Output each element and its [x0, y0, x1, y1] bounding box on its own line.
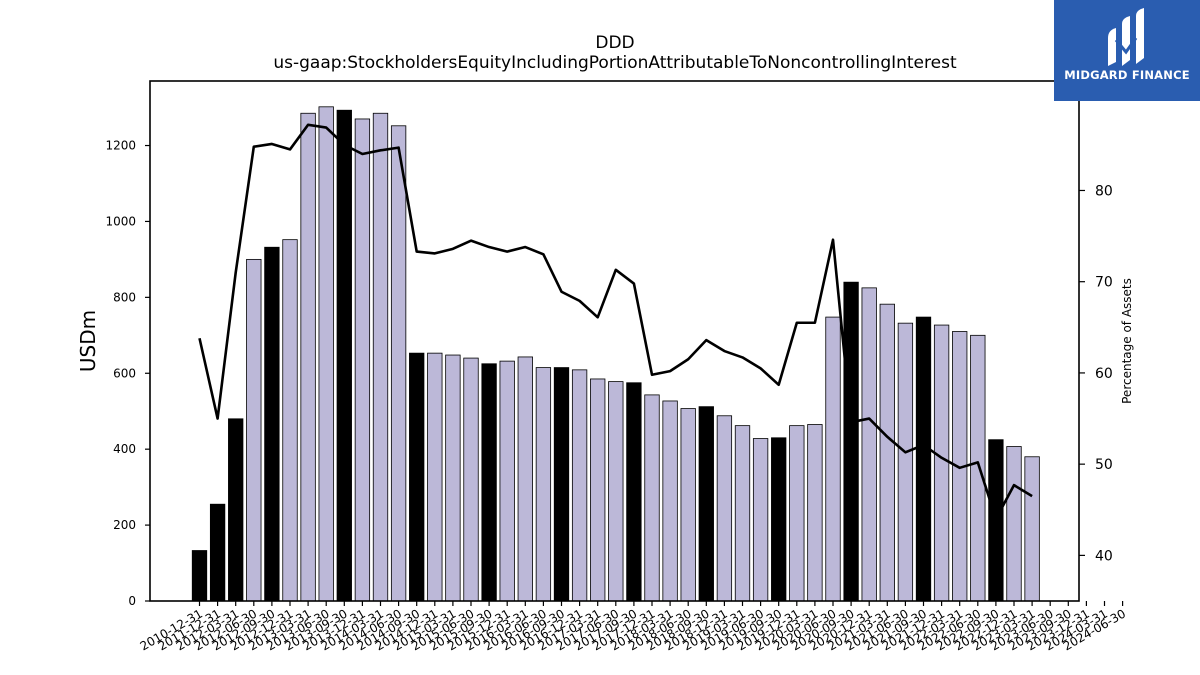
bar-2018-06-30	[680, 408, 696, 602]
bar-2016-12-31	[571, 369, 588, 602]
bar-2012-06-30	[246, 258, 262, 602]
bar-2017-06-30	[608, 381, 624, 602]
bar-2020-12-31	[861, 287, 877, 602]
bar-2018-09-30	[698, 406, 714, 602]
bar-2020-06-30	[825, 316, 841, 602]
bar-2016-09-30	[553, 367, 570, 602]
bar-2021-06-30	[897, 322, 914, 602]
bar-2018-03-31	[662, 400, 678, 602]
bar-2011-12-31	[209, 503, 226, 602]
left-axis-title: USDm	[76, 310, 100, 372]
bar-2015-12-31	[499, 360, 515, 602]
bar-2013-06-30	[318, 106, 334, 602]
bar-2016-03-31	[517, 356, 533, 602]
bar-2022-09-30	[988, 439, 1004, 602]
right-tick-label: 40	[1095, 548, 1113, 564]
bar-2023-03-31	[1024, 456, 1040, 602]
bar-2015-09-30	[481, 363, 497, 602]
bar-2021-09-30	[915, 316, 932, 602]
bar-2021-03-31	[879, 303, 895, 602]
bar-2014-09-30	[409, 352, 425, 602]
bar-2013-03-31	[300, 112, 316, 602]
bar-2022-12-31	[1006, 446, 1022, 602]
chart-subtitle: us-gaap:StockholdersEquityIncludingPorti…	[273, 53, 957, 73]
bar-2012-09-30	[264, 246, 280, 602]
bar-2020-09-30	[843, 281, 859, 602]
right-axis: 40 50 60 70 80	[1079, 183, 1113, 564]
left-tick-label: 0	[128, 594, 136, 608]
midgard-mark-icon	[1108, 8, 1144, 66]
bar-2014-06-30	[390, 125, 407, 602]
right-tick-label: 70	[1095, 275, 1113, 291]
right-tick-label: 50	[1095, 457, 1113, 473]
series-line-percentage	[198, 123, 1033, 521]
bar-2012-12-31	[282, 239, 298, 602]
bar-2021-12-31	[933, 324, 950, 602]
bar-2019-06-30	[752, 438, 769, 602]
chart-title: DDD	[595, 33, 634, 53]
bar-2013-09-30	[336, 109, 352, 602]
left-tick-label: 400	[113, 442, 136, 456]
brand-name: MIDGARD FINANCE	[1064, 68, 1190, 82]
x-axis: 2010-12-312011-12-312012-03-312012-06-30…	[138, 601, 1128, 653]
right-tick-label: 80	[1095, 183, 1113, 199]
bar-2010-12-31	[191, 550, 208, 602]
left-tick-label: 200	[113, 518, 136, 532]
bar-2016-06-30	[535, 367, 552, 602]
bar-2014-03-31	[372, 112, 389, 602]
right-axis-title: Percentage of Assets	[1120, 278, 1134, 404]
bar-2018-12-31	[716, 415, 733, 602]
bar-2020-03-31	[807, 424, 823, 602]
left-tick-label: 1000	[105, 214, 136, 228]
bar-group	[191, 106, 1040, 602]
bar-2019-09-30	[771, 437, 787, 602]
left-tick-label: 600	[113, 366, 136, 380]
bar-2017-12-31	[644, 394, 660, 602]
brand-logo: MIDGARD FINANCE	[1054, 0, 1200, 101]
left-tick-label: 800	[113, 290, 136, 304]
left-axis: 0 200 400 600 800 1000 1200	[105, 139, 150, 608]
bar-2017-09-30	[626, 382, 642, 602]
bar-2015-06-30	[463, 357, 479, 602]
bar-2022-06-30	[970, 334, 986, 602]
bar-2013-12-31	[354, 118, 371, 602]
plot-frame	[149, 80, 1080, 602]
bar-2012-03-31	[228, 418, 244, 602]
bar-2019-12-31	[789, 425, 805, 602]
bar-2019-03-31	[734, 425, 751, 602]
bar-2014-12-31	[427, 352, 443, 602]
bar-2017-03-31	[590, 378, 606, 602]
right-tick-label: 60	[1095, 366, 1113, 382]
left-tick-label: 1200	[105, 139, 136, 153]
bar-2015-03-31	[445, 354, 461, 602]
